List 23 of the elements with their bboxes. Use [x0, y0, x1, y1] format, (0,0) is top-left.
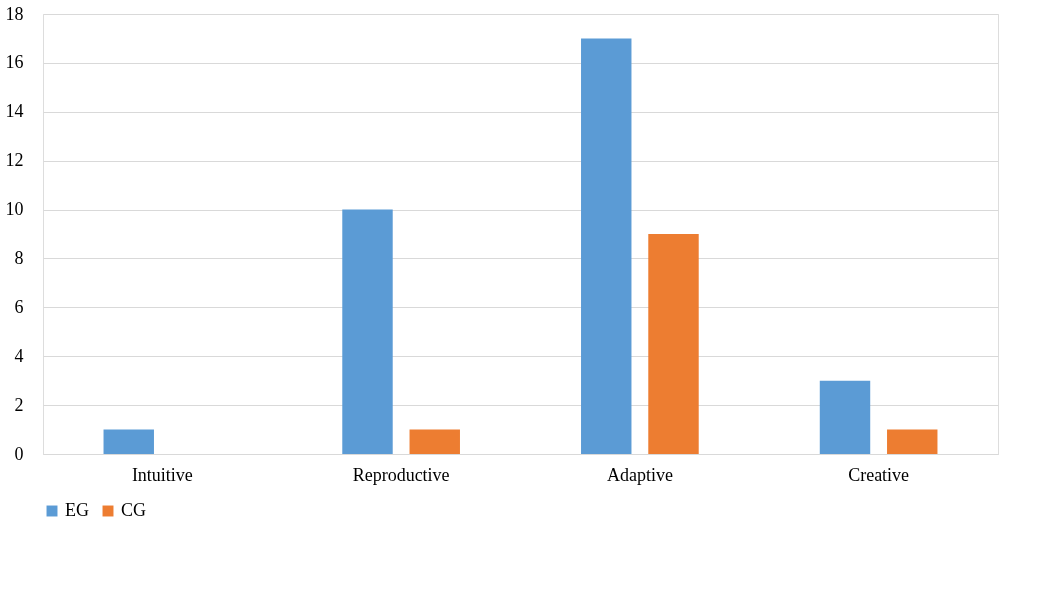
y-tick-label: 2: [14, 394, 24, 415]
y-tick-label: 18: [5, 3, 24, 24]
y-tick-label: 4: [14, 345, 24, 366]
legend-label: CG: [121, 500, 147, 520]
y-tick-label: 14: [5, 101, 24, 122]
x-tick-label: Creative: [848, 464, 910, 485]
y-tick-label: 0: [14, 443, 24, 464]
bar: [342, 209, 393, 454]
y-tick-label: 10: [5, 199, 24, 220]
bar: [887, 429, 938, 454]
bar: [103, 429, 154, 454]
bar: [648, 234, 699, 454]
legend-label: EG: [65, 500, 89, 520]
y-tick-label: 8: [14, 247, 24, 268]
x-tick-label: Adaptive: [606, 464, 673, 485]
x-tick-label: Intuitive: [131, 464, 193, 485]
y-tick-label: 16: [5, 52, 24, 73]
x-tick-label: Reproductive: [352, 464, 450, 485]
bar: [819, 380, 871, 454]
y-tick-label: 12: [5, 150, 24, 171]
bar: [409, 429, 460, 454]
y-tick-label: 6: [14, 296, 24, 317]
bar: [581, 38, 632, 454]
